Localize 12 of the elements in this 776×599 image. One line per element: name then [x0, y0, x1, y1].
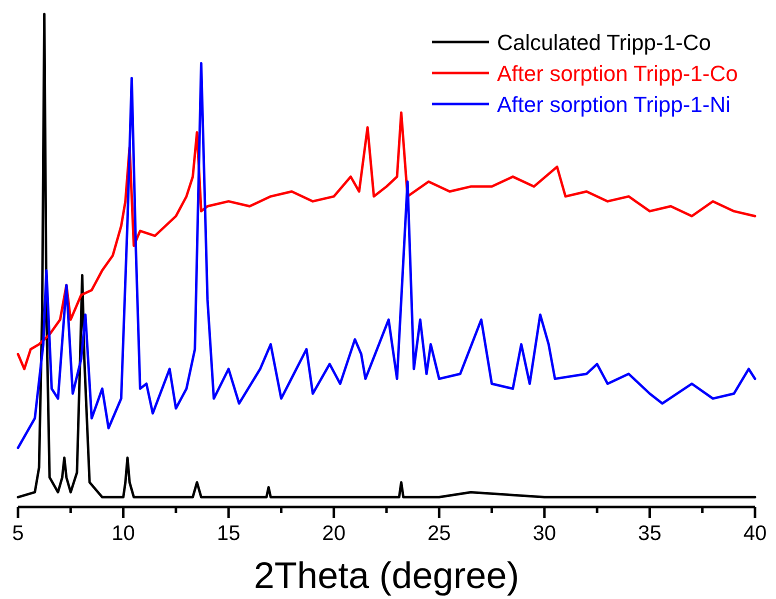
legend-label: After sorption Tripp-1-Co	[497, 61, 738, 86]
x-tick-label: 15	[216, 522, 240, 545]
legend-label: After sorption Tripp-1-Ni	[497, 92, 731, 117]
x-tick-label: 10	[112, 522, 135, 545]
x-tick-label: 35	[638, 522, 662, 545]
x-tick-label: 30	[532, 522, 556, 545]
x-axis-title: 2Theta (degree)	[254, 555, 520, 596]
legend-label: Calculated Tripp-1-Co	[497, 30, 711, 55]
x-tick-label: 20	[322, 522, 346, 545]
x-tick-label: 25	[427, 522, 451, 545]
x-tick-label: 40	[743, 522, 767, 545]
x-tick-label: 5	[12, 522, 24, 545]
